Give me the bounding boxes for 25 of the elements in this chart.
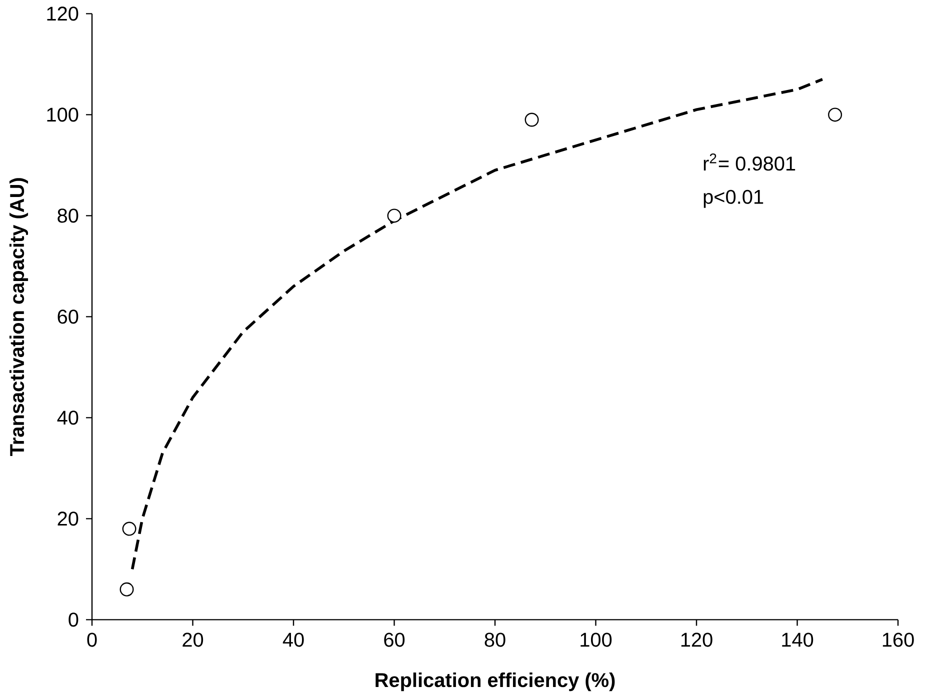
x-tick-label: 0 (87, 632, 97, 647)
x-tick-label: 20 (182, 632, 204, 647)
annotation: p<0.01 (704, 190, 764, 208)
point (828, 108, 842, 122)
x-tick-label: 60 (384, 632, 405, 647)
x-tick-label: 100 (580, 632, 612, 647)
point (387, 208, 402, 223)
x-tick-label: 120 (681, 632, 712, 647)
x-tick-label: 80 (484, 632, 506, 647)
y-tick-label: 40 (57, 410, 78, 425)
x-tick-label: 160 (882, 632, 914, 647)
x-axis-title: Replication efficiency (%) (376, 672, 615, 692)
point (120, 582, 134, 597)
y-tick-label: 60 (58, 310, 78, 324)
point (524, 112, 539, 127)
annotation: r$^{2}$= 0.9801 (704, 154, 796, 171)
y-tick-label: 120 (47, 6, 78, 21)
y-tick-label: 20 (58, 512, 78, 526)
y-tick-label: 100 (47, 108, 78, 122)
y-axis-title: Transactivation capacity (AU) (9, 178, 28, 456)
point (122, 522, 136, 536)
x-tick-label: 40 (282, 632, 304, 647)
y-tick-label: 0 (68, 612, 78, 627)
x-tick-label: 140 (782, 632, 814, 647)
y-tick-label: 80 (58, 208, 78, 223)
